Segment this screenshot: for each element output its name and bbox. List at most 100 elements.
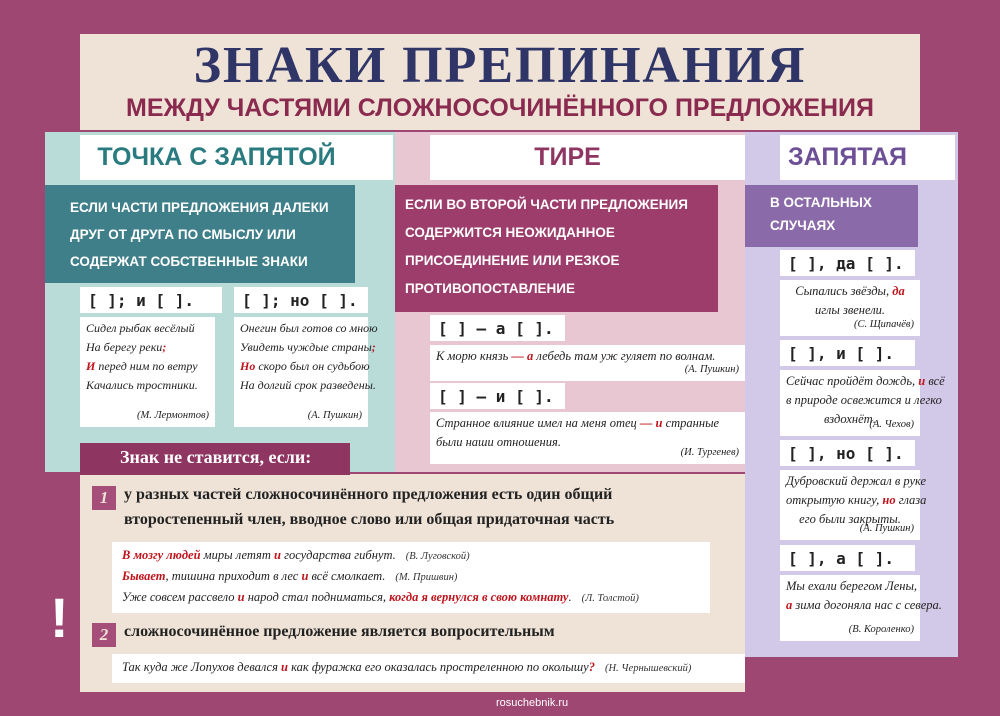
example-line: Сыпались звёзды, да bbox=[786, 284, 914, 299]
example-line: Странное влияние имел на меня отец — и с… bbox=[436, 416, 739, 431]
example-author: (В. Короленко) bbox=[848, 624, 914, 635]
text-segment: . bbox=[568, 590, 572, 604]
scheme: [ ] — и [ ]. bbox=[430, 383, 565, 409]
text-segment: а bbox=[786, 598, 793, 612]
example-line: а зима догоняла нас с севера. bbox=[786, 598, 942, 613]
column-heading: ЗАПЯТАЯ bbox=[787, 143, 908, 171]
example-line: Но скоро был он судьбою bbox=[240, 359, 370, 374]
example-line: в природе освежится и легко bbox=[786, 393, 942, 408]
text-segment: всё смолкает. bbox=[308, 569, 386, 583]
text-segment: народ стал подниматься, bbox=[244, 590, 390, 604]
text-segment: и bbox=[281, 660, 288, 674]
text-segment: К морю князь bbox=[436, 349, 512, 363]
rule-text: СЛУЧАЯХ bbox=[770, 218, 836, 233]
text-segment: Мы ехали берегом Лены, bbox=[786, 579, 918, 593]
example-line: Дубровский держал в руке bbox=[786, 474, 926, 489]
text-segment: , тишина приходит в лес bbox=[165, 569, 302, 583]
text-segment: в природе освежится и легко bbox=[786, 393, 942, 407]
example-box bbox=[430, 345, 745, 381]
exceptions-heading-bar bbox=[80, 443, 350, 475]
text-segment: иглы звенели. bbox=[814, 303, 886, 317]
example-line: его были закрыты. bbox=[786, 512, 914, 527]
text-segment: Странное влияние имел на меня отец bbox=[436, 416, 640, 430]
text-segment: открытую книгу, bbox=[786, 493, 883, 507]
text-segment: его были закрыты. bbox=[799, 512, 901, 526]
example-line: И перед ним по ветру bbox=[86, 359, 209, 374]
exclamation-mark: ! bbox=[50, 586, 69, 649]
text-segment: как фуражка его оказалась простреленною … bbox=[287, 660, 589, 674]
rule-box bbox=[45, 185, 355, 283]
text-segment: Так куда же Лопухов девался bbox=[122, 660, 282, 674]
text-segment: но bbox=[882, 493, 896, 507]
rule-text: ПРОТИВОПОСТАВЛЕНИЕ bbox=[405, 281, 576, 296]
column-heading-box bbox=[80, 135, 393, 180]
rule-text: ПРИСОЕДИНЕНИЕ ИЛИ РЕЗКОЕ bbox=[405, 253, 620, 268]
text-segment: Сыпались звёзды, bbox=[795, 284, 893, 298]
example-line: Сидел рыбак весёлый bbox=[86, 321, 209, 336]
text-segment: ; bbox=[162, 340, 167, 354]
example-box bbox=[234, 317, 368, 427]
example-author: (Н. Чернышевский) bbox=[604, 663, 692, 674]
text-segment: Качались тростники. bbox=[86, 378, 198, 392]
example-line: открытую книгу, но глаза bbox=[786, 493, 926, 508]
text-segment: На долгий срок разведены. bbox=[240, 378, 376, 392]
rule-box bbox=[395, 185, 718, 312]
text-segment: Но bbox=[240, 359, 256, 373]
example-line: В мозгу людей миры летят и государства г… bbox=[122, 548, 470, 563]
example-box bbox=[780, 370, 920, 436]
example-line: На берегу реки; bbox=[86, 340, 209, 355]
example-line: Увидеть чуждые страны; bbox=[240, 340, 376, 355]
rule-text: ЕСЛИ ЧАСТИ ПРЕДЛОЖЕНИЯ ДАЛЕКИ bbox=[70, 200, 329, 215]
text-segment: ? bbox=[588, 660, 595, 674]
scheme: [ ], а [ ]. bbox=[780, 545, 915, 571]
scheme: [ ]; и [ ]. bbox=[80, 287, 222, 313]
text-segment: И bbox=[86, 359, 96, 373]
text-segment: и bbox=[918, 374, 926, 388]
example-author: (И. Тургенев) bbox=[680, 447, 739, 458]
text-segment: ; bbox=[371, 340, 376, 354]
text-segment: Бывает bbox=[122, 569, 166, 583]
example-box bbox=[430, 412, 745, 464]
exceptions-heading: Знак не ставится, если: bbox=[120, 447, 312, 467]
scheme: [ ], и [ ]. bbox=[780, 340, 915, 366]
example-author: (С. Щипачёв) bbox=[853, 319, 914, 330]
column-heading-box bbox=[780, 135, 955, 180]
text-segment: Сидел рыбак весёлый bbox=[86, 321, 195, 335]
rule-text: ДРУГ ОТ ДРУГА ПО СМЫСЛУ ИЛИ bbox=[70, 227, 296, 242]
text-segment: вздохнёт. bbox=[824, 412, 876, 426]
text-segment: лебедь там уж гуляет по волнам. bbox=[533, 349, 716, 363]
item-text: второстепенный член, вводное слово или о… bbox=[124, 511, 615, 528]
text-segment: Уже совсем рассвело bbox=[122, 590, 238, 604]
example-box bbox=[112, 654, 745, 683]
example-author: (А. Пушкин) bbox=[859, 523, 914, 534]
scheme: [ ], да [ ]. bbox=[780, 250, 915, 276]
item-text: сложносочинённое предложение является во… bbox=[124, 623, 555, 640]
example-line: Качались тростники. bbox=[86, 378, 209, 393]
header-panel bbox=[80, 34, 920, 130]
text-segment: Увидеть чуждые страны bbox=[240, 340, 372, 354]
text-segment: странные bbox=[662, 416, 720, 430]
text-segment: На берегу реки bbox=[86, 340, 163, 354]
example-line: Уже совсем рассвело и народ стал поднима… bbox=[122, 590, 639, 605]
item-text: у разных частей сложносочинённого предло… bbox=[124, 486, 613, 503]
column-heading-box bbox=[430, 135, 745, 180]
site-link: rosuchebnik.ru bbox=[496, 697, 569, 709]
text-segment: всё bbox=[925, 374, 945, 388]
text-segment: Дубровский держал в руке bbox=[786, 474, 927, 488]
text-segment: Сейчас пройдёт дождь, bbox=[786, 374, 919, 388]
rule-text: ЕСЛИ ВО ВТОРОЙ ЧАСТИ ПРЕДЛОЖЕНИЯ bbox=[405, 197, 688, 212]
example-box bbox=[780, 470, 920, 540]
rule-box bbox=[745, 185, 918, 247]
scheme: [ ], но [ ]. bbox=[780, 440, 915, 466]
text-segment: — а bbox=[511, 349, 534, 363]
example-line: вздохнёт. bbox=[786, 412, 914, 427]
example-author: (В. Луговской) bbox=[405, 551, 470, 562]
subtitle: МЕЖДУ ЧАСТЯМИ СЛОЖНОСОЧИНЁННОГО ПРЕДЛОЖЕ… bbox=[126, 94, 874, 122]
text-segment: перед ним по ветру bbox=[95, 359, 198, 373]
text-segment: и bbox=[301, 569, 309, 583]
text-segment: государства гибнут. bbox=[280, 548, 396, 562]
scheme: [ ] — а [ ]. bbox=[430, 315, 565, 341]
text-segment: скоро был он судьбою bbox=[255, 359, 370, 373]
item-number: 2 bbox=[92, 623, 116, 647]
